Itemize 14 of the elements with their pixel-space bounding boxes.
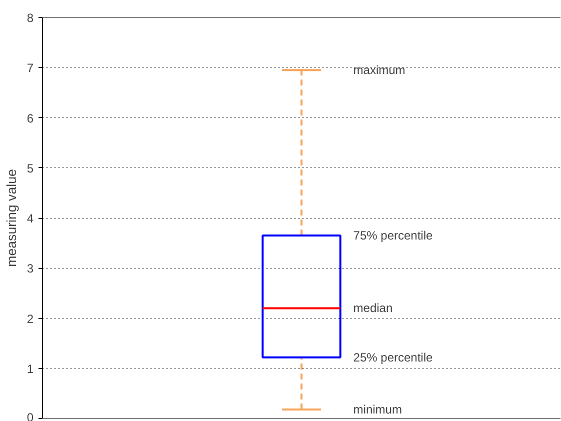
y-tick-label: 7 — [26, 61, 34, 76]
annotation: 25% percentile — [353, 350, 434, 364]
y-axis-title: measuring value — [4, 169, 19, 267]
annotation: maximum — [353, 63, 406, 78]
y-tick-label: 8 — [26, 11, 34, 25]
y-tick-label: 5 — [26, 161, 34, 176]
y-tick-label: 6 — [26, 111, 34, 126]
y-tick-label: 1 — [26, 362, 34, 376]
annotation: minimum — [353, 402, 402, 416]
y-tick-label: 3 — [26, 262, 34, 276]
y-tick-label: 2 — [26, 312, 34, 326]
y-tick-label: 4 — [26, 212, 34, 226]
annotation: median — [353, 301, 393, 316]
annotation: 75% percentile — [353, 228, 434, 243]
